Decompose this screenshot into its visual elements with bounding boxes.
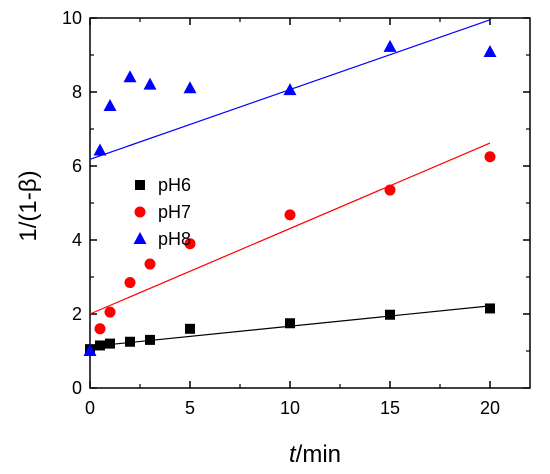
plot-border	[89, 17, 531, 389]
legend-label-ph6: pH6	[158, 175, 191, 195]
point-ph7	[384, 184, 396, 196]
point-ph6	[185, 323, 195, 334]
point-ph7	[284, 209, 296, 221]
x-axis-title: t/min	[289, 441, 341, 468]
legend-marker-ph7	[134, 206, 146, 218]
y-tick-label: 6	[72, 156, 82, 176]
x-tick-label: 15	[380, 398, 400, 418]
y-tick-label: 4	[72, 230, 82, 250]
point-ph8	[143, 77, 157, 90]
fit-lines	[89, 19, 491, 348]
legend-marker-ph8	[133, 232, 147, 244]
point-ph7	[94, 323, 106, 335]
legend-marker-ph6	[135, 180, 145, 190]
data-points	[83, 39, 497, 356]
point-ph7	[184, 238, 196, 250]
x-tick-label: 10	[280, 398, 300, 418]
point-ph8	[183, 81, 197, 94]
y-axis-ticks: 0 2 4 6 8 10	[62, 8, 530, 398]
x-tick-label: 0	[85, 398, 95, 418]
point-ph8	[483, 45, 497, 58]
fit-line-ph7	[89, 142, 491, 315]
plot-frame	[89, 17, 531, 389]
y-tick-label: 8	[72, 82, 82, 102]
y-tick-label: 0	[72, 378, 82, 398]
y-axis-title: 1/(1-β)	[15, 170, 42, 241]
point-ph8	[123, 70, 137, 83]
point-ph6	[285, 318, 295, 329]
point-ph7	[104, 306, 116, 318]
point-ph6	[105, 338, 115, 349]
x-axis-ticks: 0 5 10 15 20	[85, 18, 500, 418]
point-ph8	[283, 83, 297, 96]
point-ph7	[484, 151, 496, 163]
legend-label-ph7: pH7	[158, 202, 191, 222]
point-ph8	[383, 39, 397, 52]
point-ph6	[95, 340, 105, 351]
point-ph8	[103, 99, 117, 112]
legend-label-ph8: pH8	[158, 229, 191, 249]
x-tick-label: 5	[185, 398, 195, 418]
legend: pH6 pH7 pH8	[133, 175, 191, 249]
point-ph6	[125, 336, 135, 347]
point-ph8	[93, 143, 107, 156]
x-tick-label: 20	[480, 398, 500, 418]
point-ph7	[144, 258, 156, 270]
y-tick-label: 10	[62, 8, 82, 28]
x-axis-title-italic: t	[289, 441, 297, 468]
x-axis-title-unit: /min	[296, 441, 341, 468]
point-ph6	[485, 303, 495, 314]
y-tick-label: 2	[72, 304, 82, 324]
point-ph6	[385, 309, 395, 320]
point-ph8	[83, 344, 97, 356]
point-ph7	[124, 277, 136, 289]
point-ph6	[145, 334, 155, 345]
